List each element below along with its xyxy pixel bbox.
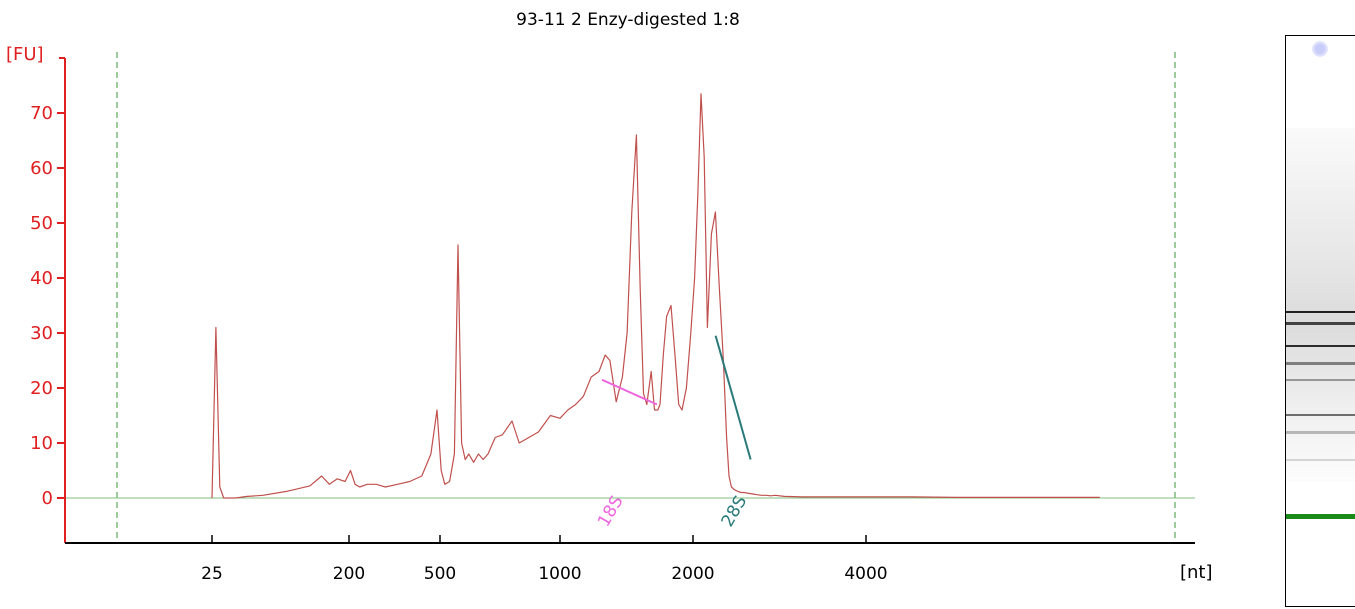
marker-line-18S	[601, 378, 658, 406]
x-tick-label-4000: 4000	[844, 564, 887, 584]
y-tick-label-0: 0	[42, 488, 53, 509]
y-tick-label-70: 70	[30, 103, 53, 124]
gel-band	[1286, 379, 1355, 382]
gel-marker-band	[1286, 514, 1355, 519]
y-tick-label-30: 30	[30, 323, 53, 344]
electropherogram-chart: 93-11 2 Enzy-digested 1:8 0 10 20 30 40 50 60 7…	[6, 10, 1213, 584]
gel-band	[1286, 362, 1355, 366]
y-tick-label-20: 20	[30, 378, 53, 399]
x-tick-label-500: 500	[424, 564, 456, 584]
electropherogram-trace	[211, 93, 1100, 499]
gel-band	[1286, 322, 1355, 325]
gel-lane-image	[1285, 35, 1355, 607]
gel-band	[1286, 310, 1355, 313]
x-tick-label-200: 200	[333, 564, 365, 584]
gel-band	[1286, 459, 1355, 462]
y-tick-label-10: 10	[30, 433, 53, 454]
y-tick-label-40: 40	[30, 268, 53, 289]
gel-smear	[1286, 127, 1355, 483]
gel-band	[1286, 430, 1355, 434]
marker-line-28S	[714, 335, 752, 460]
x-tick-label-25: 25	[201, 564, 223, 584]
y-tick-label-60: 60	[30, 158, 53, 179]
x-axis-unit-label: [nt]	[1180, 562, 1213, 583]
x-tick-label-1000: 1000	[538, 564, 581, 584]
gel-well-dot	[1312, 41, 1328, 57]
x-tick-label-2000: 2000	[671, 564, 714, 584]
y-tick-label-50: 50	[30, 213, 53, 234]
y-axis-unit-label: [FU]	[6, 44, 44, 65]
chart-title: 93-11 2 Enzy-digested 1:8	[516, 10, 740, 30]
gel-band	[1286, 413, 1355, 416]
gel-band	[1286, 344, 1355, 347]
